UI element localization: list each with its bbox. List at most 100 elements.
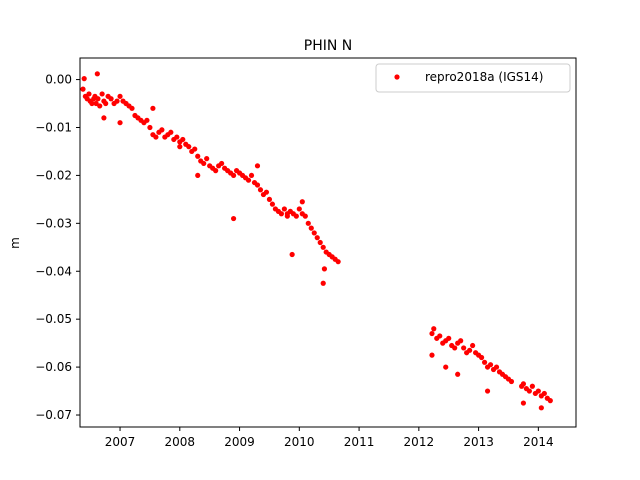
- data-point: [269, 201, 276, 207]
- axes-frame: [79, 57, 577, 428]
- data-point: [230, 172, 237, 179]
- data-point: [204, 156, 210, 162]
- data-point: [493, 364, 500, 370]
- data-point: [153, 134, 159, 140]
- data-point: [317, 239, 323, 246]
- data-point: [520, 381, 527, 387]
- data-point: [452, 345, 458, 351]
- data-point: [429, 352, 435, 358]
- y-axis-label: m: [8, 237, 22, 249]
- legend-entry: repro2018a (IGS14): [425, 70, 543, 84]
- y-tick-label: −0.02: [35, 168, 72, 182]
- data-point: [302, 213, 308, 219]
- data-point: [461, 345, 467, 351]
- data-point: [248, 172, 255, 179]
- data-point: [484, 388, 491, 394]
- legend-marker: [394, 74, 400, 80]
- data-point: [81, 76, 87, 82]
- data-point: [446, 335, 452, 341]
- data-point: [529, 383, 535, 389]
- data-point: [186, 144, 192, 150]
- data-point: [257, 187, 264, 193]
- data-point: [108, 96, 114, 102]
- data-point: [195, 153, 201, 159]
- data-point: [86, 91, 92, 97]
- x-tick-label: 2010: [284, 435, 315, 449]
- data-point: [201, 160, 207, 167]
- data-point: [308, 225, 314, 231]
- data-point: [147, 124, 153, 131]
- data-point: [97, 103, 103, 109]
- data-point: [117, 120, 123, 126]
- data-point: [335, 259, 341, 265]
- data-point: [117, 93, 123, 99]
- chart-title: PHIN N: [304, 38, 353, 54]
- data-point: [547, 398, 553, 404]
- data-point: [289, 251, 295, 258]
- data-point: [311, 230, 317, 236]
- data-point: [321, 266, 328, 272]
- data-point: [114, 98, 120, 104]
- data-point: [129, 105, 135, 111]
- data-point: [254, 182, 261, 188]
- x-tick-label: 2013: [463, 435, 494, 449]
- x-tick-label: 2011: [344, 435, 375, 449]
- legend: repro2018a (IGS14): [375, 63, 571, 93]
- y-tick-label: −0.05: [35, 312, 72, 326]
- data-point: [508, 378, 515, 385]
- data-point: [99, 91, 105, 97]
- data-point: [266, 196, 273, 202]
- data-point: [526, 388, 532, 394]
- data-point: [89, 100, 95, 107]
- data-point: [192, 146, 198, 152]
- data-point: [144, 117, 150, 123]
- y-tick-label: 0.00: [45, 73, 72, 87]
- data-point: [320, 280, 326, 286]
- data-point: [159, 127, 165, 133]
- data-point: [230, 215, 237, 222]
- data-point: [429, 330, 435, 337]
- x-axis-ticks: 2007 2008 2009 2010 2011 2012 2013 2014: [105, 427, 554, 449]
- data-point: [263, 189, 270, 195]
- x-tick-label: 2007: [105, 435, 136, 449]
- x-tick-label: 2008: [165, 435, 196, 449]
- data-point: [481, 359, 488, 365]
- data-point: [305, 220, 311, 226]
- data-point: [177, 144, 183, 150]
- data-point: [80, 86, 86, 92]
- data-point: [195, 172, 201, 179]
- data-point: [520, 400, 527, 406]
- data-point: [296, 206, 302, 212]
- y-tick-label: −0.01: [35, 120, 72, 134]
- data-point: [467, 347, 473, 353]
- data-point: [281, 206, 287, 212]
- data-point: [278, 211, 284, 217]
- legend-box: [375, 63, 571, 93]
- y-axis-ticks: 0.00 −0.01 −0.02 −0.03 −0.04 −0.05 −0.06 −0.07: [35, 73, 80, 422]
- data-point: [437, 333, 443, 339]
- data-point: [478, 354, 485, 361]
- data-point: [535, 388, 541, 394]
- y-tick-label: −0.07: [35, 408, 72, 422]
- data-point: [254, 163, 261, 169]
- data-point: [245, 177, 252, 183]
- data-point: [284, 211, 290, 217]
- data-point: [219, 160, 225, 167]
- data-point: [541, 390, 547, 397]
- data-point: [470, 342, 476, 349]
- data-point: [458, 338, 464, 344]
- data-point: [180, 136, 186, 143]
- data-point: [314, 235, 320, 241]
- scatter-points: [80, 71, 553, 411]
- data-point: [213, 168, 219, 174]
- data-point: [299, 199, 305, 205]
- y-tick-label: −0.06: [35, 360, 72, 374]
- data-point: [174, 134, 180, 140]
- x-tick-label: 2014: [523, 435, 554, 449]
- data-point: [293, 213, 299, 219]
- data-point: [431, 326, 437, 332]
- x-tick-label: 2012: [404, 435, 435, 449]
- data-point: [101, 115, 107, 121]
- x-tick-label: 2009: [224, 435, 255, 449]
